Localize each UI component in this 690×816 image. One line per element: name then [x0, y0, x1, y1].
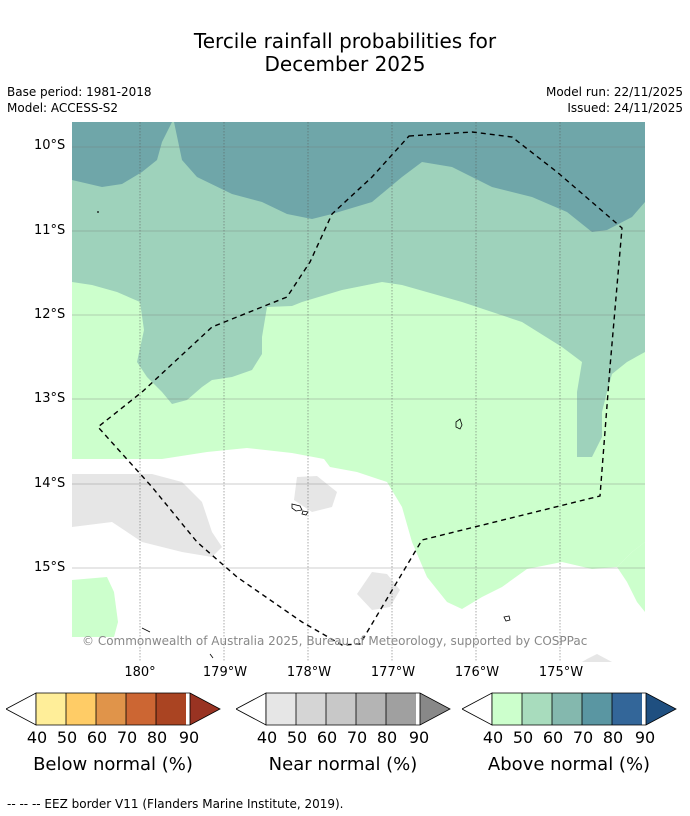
legend-near-low-arrow [236, 692, 267, 726]
below-normal-label: Below normal (%) [33, 754, 193, 775]
region-above-50-60 [72, 122, 645, 457]
legend-above-swatch-5 [612, 693, 642, 725]
below-tick-70: 70 [116, 728, 138, 747]
region-above-40-se [617, 542, 645, 612]
legend-above-swatch-3 [552, 693, 582, 725]
legend-below-swatch-1 [36, 693, 66, 725]
legend-near-swatch-1 [266, 693, 296, 725]
island-dot-southwest [141, 627, 151, 633]
below-tick-80: 80 [146, 728, 168, 747]
legend-below-low-arrow [6, 692, 37, 726]
legend-near-swatch-4 [356, 693, 386, 725]
above-tick-70: 70 [572, 728, 594, 747]
island-outline-east [455, 418, 463, 430]
above-normal-label: Above normal (%) [487, 754, 651, 775]
region-white-south [72, 448, 645, 662]
island-dot-northwest [97, 211, 99, 213]
legend-above-low-arrow [462, 692, 493, 726]
lat-label-10s: 10°S [34, 138, 66, 153]
near-normal-patch-west [72, 474, 222, 557]
above-tick-60: 60 [542, 728, 564, 747]
near-normal-label: Near normal (%) [268, 754, 418, 775]
near-normal-patch-southeast [582, 654, 612, 662]
issued-date: Issued: 24/11/2025 [567, 101, 683, 115]
legend-below-high-arrow [190, 693, 220, 725]
legend-below-normal [6, 692, 221, 726]
eez-footnote: -- -- -- EEZ border V11 (Flanders Marine… [7, 797, 344, 811]
legend-above-swatch-2 [522, 693, 552, 725]
island-dot-south-2 [209, 653, 214, 659]
legend-above-high-arrow [646, 693, 676, 725]
below-tick-90: 90 [178, 728, 200, 747]
lon-label-180: 180° [124, 665, 156, 680]
near-normal-patch-south [357, 572, 400, 610]
near-tick-50: 50 [286, 728, 308, 747]
near-tick-90: 90 [408, 728, 430, 747]
legend-above-normal [462, 692, 677, 726]
island-outline-central [291, 503, 309, 516]
lon-label-179w: 179°W [202, 665, 248, 680]
island-outline-south [503, 615, 511, 622]
base-period: Base period: 1981-2018 [7, 85, 152, 99]
legend-near-swatch-5 [386, 693, 416, 725]
above-tick-80: 80 [602, 728, 624, 747]
map-copyright: © Commonwealth of Australia 2025, Bureau… [82, 634, 587, 648]
model-name: Model: ACCESS-S2 [7, 101, 119, 115]
lat-label-13s: 13°S [34, 391, 66, 406]
legend-below-swatch-3 [96, 693, 126, 725]
legend-above-swatch-1 [492, 693, 522, 725]
map-title: Tercile rainfall probabilities for Decem… [0, 30, 690, 76]
title-line-2: December 2025 [264, 52, 426, 76]
near-tick-80: 80 [376, 728, 398, 747]
graticule [139, 122, 561, 662]
below-tick-60: 60 [86, 728, 108, 747]
latitude-lines [72, 146, 645, 569]
lat-label-11s: 11°S [34, 223, 66, 238]
above-tick-50: 50 [512, 728, 534, 747]
lon-label-176w: 176°W [454, 665, 500, 680]
below-tick-40: 40 [26, 728, 48, 747]
above-tick-40: 40 [482, 728, 504, 747]
meta-right: Model run: 22/11/2025 Issued: 24/11/2025 [546, 84, 683, 116]
near-normal-patch-center [294, 476, 337, 512]
legend-near-swatch-3 [326, 693, 356, 725]
model-run: Model run: 22/11/2025 [545, 85, 683, 99]
legend-above-swatch-4 [582, 693, 612, 725]
lon-label-177w: 177°W [370, 665, 416, 680]
legend-below-swatch-2 [66, 693, 96, 725]
lat-label-14s: 14°S [34, 476, 66, 491]
lon-label-178w: 178°W [286, 665, 332, 680]
legend-near-normal [236, 692, 451, 726]
region-above-40-sw [72, 577, 118, 637]
legend-below-swatch-5 [156, 693, 186, 725]
lat-label-12s: 12°S [34, 307, 66, 322]
above-tick-90: 90 [634, 728, 656, 747]
legend-near-high-arrow [420, 693, 450, 725]
region-above-60-70 [72, 122, 645, 232]
legend-below-swatch-4 [126, 693, 156, 725]
below-tick-50: 50 [56, 728, 78, 747]
title-line-1: Tercile rainfall probabilities for [193, 29, 497, 53]
rainfall-probability-map: © Commonwealth of Australia 2025, Bureau… [72, 122, 645, 662]
meta-left: Base period: 1981-2018 Model: ACCESS-S2 [7, 84, 152, 116]
lat-label-15s: 15°S [34, 560, 66, 575]
near-tick-60: 60 [316, 728, 338, 747]
near-tick-70: 70 [346, 728, 368, 747]
lon-label-175w: 175°W [538, 665, 584, 680]
legend-near-swatch-2 [296, 693, 326, 725]
near-tick-40: 40 [256, 728, 278, 747]
